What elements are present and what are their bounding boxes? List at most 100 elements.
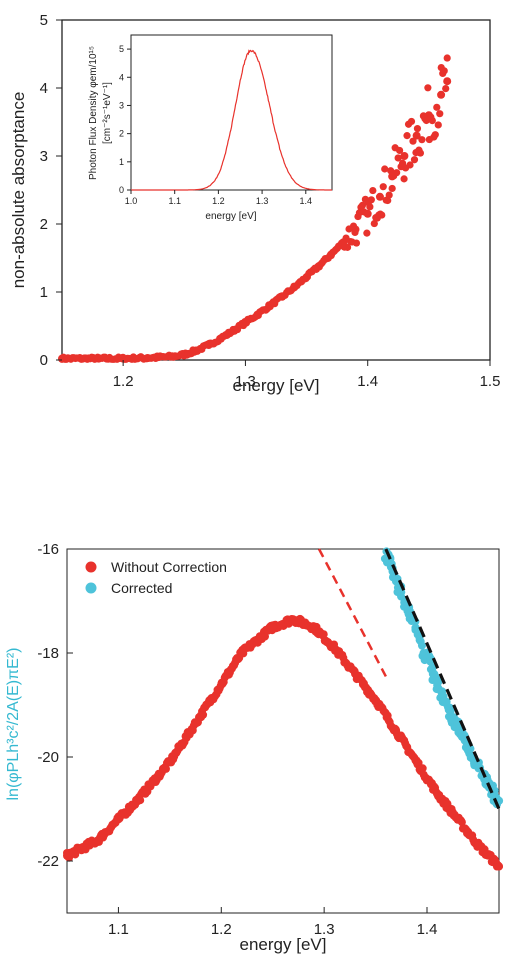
ln-plot-frame bbox=[66, 548, 500, 914]
ln-flux-chart: 1.1 1.2 1.3 1.4 -16 -18 -20 -22 Without Correc… bbox=[5, 541, 504, 954]
absorptance-point bbox=[403, 132, 411, 140]
absorptance-chart: 1.2 1.3 1.4 1.5 0 1 2 3 4 5 energy [eV] non-abso… bbox=[9, 12, 500, 395]
without-correction-point bbox=[63, 851, 71, 860]
without-correction-point bbox=[217, 680, 226, 689]
y-tick-label: 1 bbox=[40, 284, 48, 301]
without-correction-point bbox=[165, 758, 174, 767]
x-tick-label: 1.4 bbox=[417, 921, 438, 938]
absorptance-point bbox=[434, 121, 442, 129]
inset-y-tick-label: 3 bbox=[119, 100, 124, 110]
y-tick-label: -18 bbox=[37, 645, 59, 662]
ln-x-ticks: 1.1 1.2 1.3 1.4 bbox=[108, 907, 437, 938]
absorptance-point bbox=[400, 175, 408, 183]
absorptance-series bbox=[58, 54, 452, 363]
inset-y-axis-label-line1: Photon Flux Density φem/10¹⁵ bbox=[88, 46, 99, 180]
without-correction-point bbox=[309, 623, 318, 631]
inset-x-tick-label: 1.1 bbox=[168, 196, 181, 206]
legend-label-without-correction: Without Correction bbox=[111, 559, 227, 575]
without-correction-point bbox=[161, 764, 170, 773]
without-correction-point bbox=[351, 669, 359, 678]
inset-y-tick-label: 4 bbox=[119, 72, 124, 82]
y-tick-label: -16 bbox=[37, 541, 59, 558]
ln-y-ticks: -16 -18 -20 -22 bbox=[37, 541, 73, 870]
without-correction-point bbox=[114, 815, 123, 824]
absorptance-point bbox=[363, 229, 371, 237]
inset-x-tick-label: 1.0 bbox=[125, 196, 138, 206]
without-correction-point bbox=[433, 789, 442, 798]
absorptance-point bbox=[375, 192, 384, 201]
absorptance-point bbox=[349, 222, 358, 230]
absorptance-point bbox=[416, 149, 425, 157]
absorptance-point bbox=[396, 146, 404, 155]
absorptance-y-ticks: 0 1 2 3 4 5 bbox=[40, 12, 62, 369]
inset-x-tick-label: 1.4 bbox=[300, 196, 313, 206]
inset-y-tick-label: 0 bbox=[119, 185, 124, 195]
x-tick-label: 1.5 bbox=[480, 373, 501, 390]
inset-x-axis-label: energy [eV] bbox=[205, 211, 256, 222]
absorptance-point bbox=[424, 84, 432, 92]
absorptance-point bbox=[442, 85, 450, 93]
absorptance-point bbox=[433, 103, 441, 111]
x-tick-label: 1.3 bbox=[314, 921, 335, 938]
absorptance-x-axis-label: energy [eV] bbox=[233, 376, 320, 395]
corrected-point bbox=[490, 786, 499, 795]
y-tick-label: 3 bbox=[40, 148, 48, 165]
without-correction-point bbox=[135, 794, 143, 803]
absorptance-point bbox=[407, 117, 416, 126]
legend-marker-corrected bbox=[85, 582, 97, 594]
absorptance-point bbox=[369, 186, 377, 195]
inset-background bbox=[130, 34, 333, 191]
absorptance-point bbox=[387, 167, 395, 175]
absorptance-point bbox=[393, 169, 401, 177]
absorptance-point bbox=[412, 131, 421, 140]
without-correction-point bbox=[453, 815, 462, 824]
x-tick-label: 1.4 bbox=[357, 373, 378, 390]
without-correction-point bbox=[93, 836, 102, 845]
absorptance-point bbox=[406, 161, 414, 169]
x-tick-label: 1.3 bbox=[235, 373, 256, 390]
ln-y-axis-label: ln(φPLh³c²/2A(E)πE²) bbox=[5, 648, 22, 801]
absorptance-point bbox=[400, 152, 409, 160]
black-fit-line bbox=[384, 548, 501, 810]
absorptance-point bbox=[388, 184, 396, 193]
absorptance-point bbox=[443, 77, 452, 86]
absorptance-y-axis-label: non-absolute absorptance bbox=[9, 92, 28, 289]
x-tick-label: 1.1 bbox=[108, 921, 129, 938]
absorptance-point bbox=[385, 191, 393, 199]
x-tick-label: 1.2 bbox=[211, 921, 232, 938]
without-correction-point bbox=[474, 841, 483, 850]
absorptance-point bbox=[358, 201, 367, 209]
absorptance-point bbox=[409, 137, 417, 145]
inset-x-tick-label: 1.3 bbox=[256, 196, 269, 206]
red-fit-line bbox=[317, 548, 387, 677]
inset-y-tick-label: 2 bbox=[119, 129, 124, 139]
y-tick-label: 0 bbox=[40, 352, 48, 369]
absorptance-point bbox=[418, 136, 426, 144]
absorptance-point bbox=[370, 219, 378, 228]
absorptance-point bbox=[381, 165, 389, 173]
absorptance-point bbox=[394, 154, 402, 162]
without-correction-point bbox=[268, 623, 277, 631]
y-tick-label: 2 bbox=[40, 216, 48, 233]
absorptance-point bbox=[352, 239, 361, 247]
photon-flux-inset: 1.0 1.1 1.2 1.3 1.4 0 1 2 3 4 5 energy [eV] Photo… bbox=[88, 34, 333, 222]
absorptance-point bbox=[384, 196, 392, 205]
absorptance-point bbox=[413, 124, 422, 133]
inset-y-tick-label: 5 bbox=[119, 44, 124, 54]
legend-marker-without-correction bbox=[85, 561, 97, 573]
without-correction-point bbox=[371, 695, 380, 704]
corrected-point bbox=[446, 707, 455, 716]
legend: Without Correction Corrected bbox=[85, 559, 227, 596]
without-correction-point bbox=[237, 649, 246, 657]
absorptance-x-ticks: 1.2 1.3 1.4 1.5 bbox=[113, 360, 501, 390]
absorptance-point bbox=[351, 228, 359, 237]
absorptance-point bbox=[410, 156, 419, 164]
y-tick-label: 5 bbox=[40, 12, 48, 29]
x-tick-label: 1.2 bbox=[113, 373, 134, 390]
without-correction-series bbox=[63, 614, 503, 871]
inset-photon-flux-line bbox=[131, 49, 332, 191]
without-correction-point bbox=[418, 764, 427, 773]
absorptance-point bbox=[437, 90, 446, 99]
absorptance-point bbox=[436, 110, 444, 118]
absorptance-point bbox=[379, 183, 387, 191]
